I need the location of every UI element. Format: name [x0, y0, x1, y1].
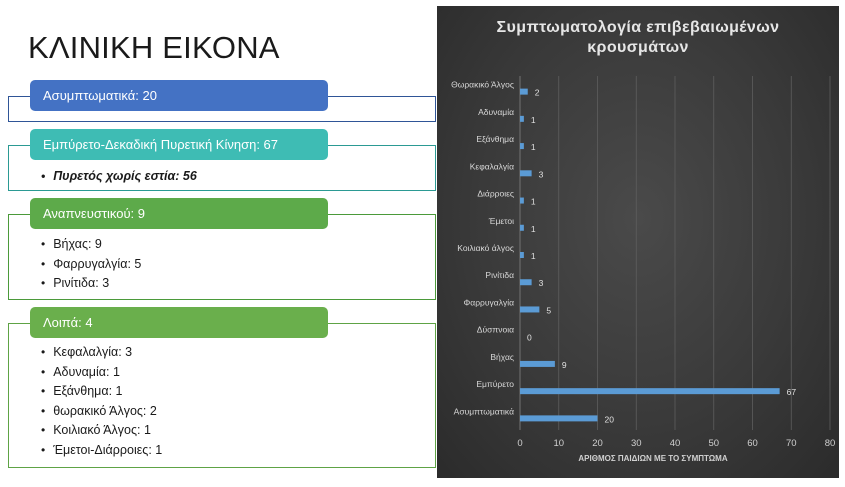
chart-panel: Συμπτωματολογία επιβεβαιωμένων κρουσμάτω…: [437, 6, 839, 478]
section-respiratory-header: Αναπνευστικού: 9: [30, 198, 328, 229]
x-tick-label: 30: [631, 438, 642, 449]
respiratory-list: Βήχας: 9 Φαρρυγαλγία: 5 Ρινίτιδα: 3: [41, 235, 141, 294]
fever-list: Πυρετός χωρίς εστία: 56: [41, 167, 197, 187]
data-label: 1: [531, 115, 536, 125]
data-label: 5: [546, 305, 551, 315]
data-label: 9: [562, 360, 567, 370]
category-label: Αδυναμία: [478, 107, 514, 117]
data-label: 0: [527, 333, 532, 343]
x-tick-label: 0: [517, 438, 522, 449]
list-item: Βήχας: 9: [41, 235, 141, 255]
data-label: 1: [531, 197, 536, 207]
bar: [520, 279, 532, 286]
bar: [520, 224, 524, 231]
section-other-header: Λοιπά: 4: [30, 307, 328, 338]
category-label: Δύσπνοια: [477, 325, 514, 335]
bar: [520, 170, 532, 177]
list-item: Ρινίτιδα: 3: [41, 274, 141, 294]
category-label: Κοιλιακό άλγος: [457, 243, 514, 253]
data-label: 1: [531, 142, 536, 152]
data-label: 3: [539, 169, 544, 179]
list-item: Κοιλιακό Άλγος: 1: [41, 421, 162, 441]
bar: [520, 360, 555, 367]
list-item: Κεφαλαλγία: 3: [41, 343, 162, 363]
x-tick-label: 70: [786, 438, 797, 449]
bar: [520, 306, 540, 313]
chart-title-line-2: κρουσμάτων: [587, 39, 689, 56]
category-label: Φαρρυγαλγία: [464, 297, 515, 307]
section-asymptomatic-header: Ασυμπτωματικά: 20: [30, 80, 328, 111]
x-tick-label: 10: [553, 438, 564, 449]
bar: [520, 115, 524, 122]
list-item: Πυρετός χωρίς εστία: 56: [41, 167, 197, 187]
category-label: Κεφαλαλγία: [470, 161, 514, 171]
category-label: Εξάνθημα: [476, 134, 514, 144]
category-label: Θωρακικό Άλγος: [451, 80, 514, 90]
category-label: Διάρροιες: [477, 189, 514, 199]
data-label: 1: [531, 251, 536, 261]
category-label: Βήχας: [490, 352, 514, 362]
bar: [520, 388, 780, 395]
data-label: 2: [535, 88, 540, 98]
data-label: 3: [539, 278, 544, 288]
category-label: Έμετοι: [488, 216, 514, 226]
list-item: Αδυναμία: 1: [41, 363, 162, 383]
category-label: Ρινίτιδα: [485, 270, 514, 280]
category-label: Ασυμπτωματικά: [454, 406, 514, 416]
bar: [520, 88, 528, 95]
data-label: 67: [787, 387, 797, 397]
data-label: 20: [605, 414, 615, 424]
bar: [520, 415, 598, 422]
bar: [520, 252, 524, 258]
list-item: Εξάνθημα: 1: [41, 382, 162, 402]
category-label: Εμπύρετο: [476, 379, 514, 389]
x-axis-label: ΑΡΙΘΜΟΣ ΠΑΙΔΙΩΝ ΜΕ ΤΟ ΣΥΜΠΤΩΜΑ: [578, 454, 727, 463]
x-tick-label: 80: [825, 438, 836, 449]
chart-title-line-1: Συμπτωματολογία επιβεβαιωμένων: [496, 19, 780, 36]
list-item: Έμετοι-Διάρροιες: 1: [41, 441, 162, 461]
x-tick-label: 60: [747, 438, 758, 449]
other-list: Κεφαλαλγία: 3 Αδυναμία: 1 Εξάνθημα: 1 θω…: [41, 343, 162, 460]
data-label: 1: [531, 224, 536, 234]
x-tick-label: 20: [592, 438, 603, 449]
section-fever-header: Εμπύρετο-Δεκαδική Πυρετική Κίνηση: 67: [30, 129, 328, 160]
list-item: θωρακικό Άλγος: 2: [41, 402, 162, 422]
list-item: Φαρρυγαλγία: 5: [41, 255, 141, 275]
chart-title: Συμπτωματολογία επιβεβαιωμένων κρουσμάτω…: [437, 18, 839, 58]
bar: [520, 197, 524, 204]
x-tick-label: 50: [708, 438, 719, 449]
slide-title: ΚΛΙΝΙΚΗ ΕΙΚΟΝΑ: [28, 30, 280, 65]
x-tick-label: 40: [670, 438, 681, 449]
bar: [520, 143, 524, 150]
